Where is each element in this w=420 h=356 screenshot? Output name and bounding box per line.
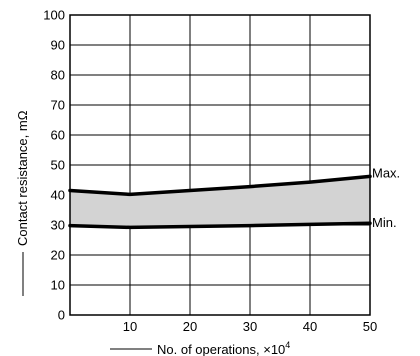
y-tick-label-1: 10 bbox=[51, 278, 65, 293]
series-line-0 bbox=[68, 174, 372, 197]
x-axis-label-exponent: 4 bbox=[285, 340, 290, 350]
plot-frame bbox=[69, 14, 371, 316]
x-axis-label: No. of operations, ×104 bbox=[157, 340, 290, 356]
y-axis-label-group: Contact resistance, mΩ bbox=[15, 110, 30, 296]
x-tick-label-1: 20 bbox=[183, 319, 197, 334]
y-tick-label-6: 60 bbox=[51, 128, 65, 143]
series-line-1 bbox=[68, 221, 372, 230]
y-tick-label-7: 70 bbox=[51, 98, 65, 113]
x-tick-labels: 10 20 30 40 50 bbox=[123, 319, 377, 334]
y-tick-labels: 0 10 20 30 40 50 60 70 80 90 100 bbox=[43, 8, 65, 323]
x-tick-label-0: 10 bbox=[123, 319, 137, 334]
y-tick-label-8: 80 bbox=[51, 68, 65, 83]
x-tick-label-4: 50 bbox=[363, 319, 377, 334]
y-tick-label-0: 0 bbox=[58, 308, 65, 323]
series-label-1: Min. bbox=[372, 215, 397, 230]
y-tick-label-10: 100 bbox=[43, 8, 65, 23]
x-tick-label-2: 30 bbox=[243, 319, 257, 334]
grid bbox=[70, 15, 370, 315]
y-axis-label: Contact resistance, mΩ bbox=[15, 110, 30, 246]
x-axis-label-text: No. of operations, ×10 bbox=[157, 342, 285, 356]
x-tick-label-3: 40 bbox=[303, 319, 317, 334]
y-tick-label-9: 90 bbox=[51, 38, 65, 53]
y-tick-label-5: 50 bbox=[51, 158, 65, 173]
y-tick-label-2: 20 bbox=[51, 248, 65, 263]
y-tick-label-3: 30 bbox=[51, 218, 65, 233]
resistance-band bbox=[70, 176, 370, 228]
x-axis-label-group: No. of operations, ×104 bbox=[110, 340, 290, 356]
series-labels: Max. Min. bbox=[372, 165, 400, 230]
series-label-0: Max. bbox=[372, 165, 400, 180]
series-lines bbox=[68, 174, 372, 230]
y-tick-label-4: 40 bbox=[51, 188, 65, 203]
